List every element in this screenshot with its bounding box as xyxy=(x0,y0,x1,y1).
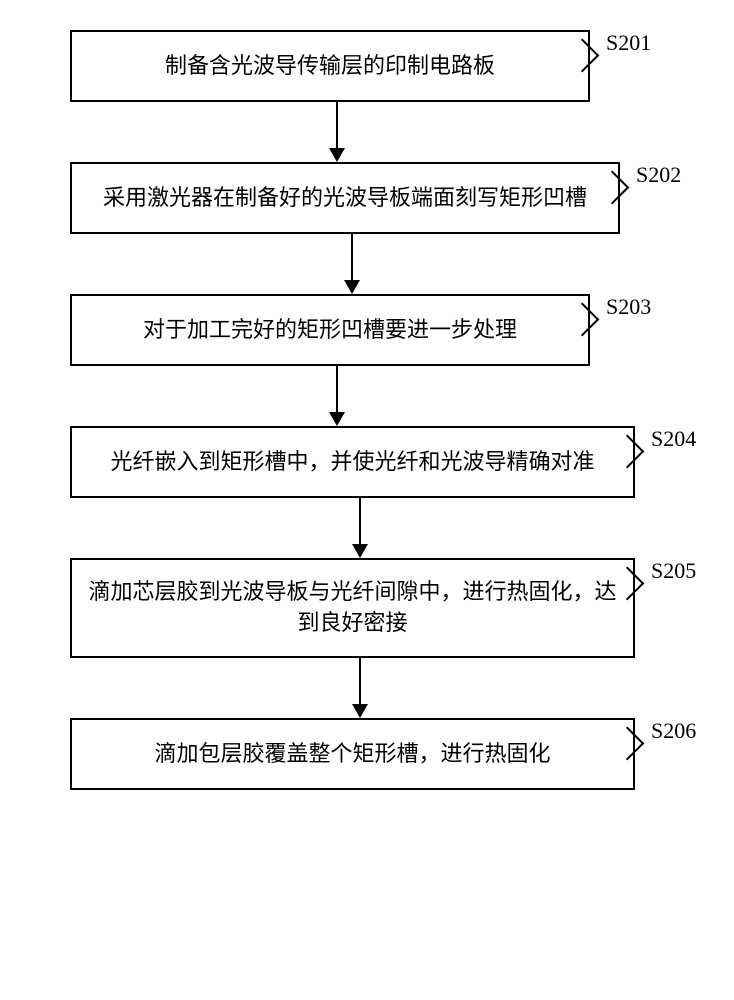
step-row-4: 光纤嵌入到矩形槽中，并使光纤和光波导精确对准 S204 xyxy=(70,426,704,498)
step-text-6: 滴加包层胶覆盖整个矩形槽，进行热固化 xyxy=(154,739,550,770)
step-box-1: 制备含光波导传输层的印制电路板 xyxy=(70,30,590,102)
step-row-5: 滴加芯层胶到光波导板与光纤间隙中，进行热固化，达到良好密接 S205 xyxy=(70,558,704,658)
arrow-line-3 xyxy=(336,366,338,412)
step-label-6: S206 xyxy=(651,718,696,744)
arrow-head-1 xyxy=(329,148,345,162)
label-container-5: S205 xyxy=(633,558,657,582)
arrow-head-5 xyxy=(352,704,368,718)
label-container-2: S202 xyxy=(618,162,642,186)
step-label-2: S202 xyxy=(636,162,681,188)
arrow-line-5 xyxy=(359,658,361,704)
step-label-4: S204 xyxy=(651,426,696,452)
arrow-line-4 xyxy=(359,498,361,544)
arrow-2 xyxy=(344,234,360,294)
step-box-4: 光纤嵌入到矩形槽中，并使光纤和光波导精确对准 xyxy=(70,426,635,498)
step-box-3: 对于加工完好的矩形凹槽要进一步处理 xyxy=(70,294,590,366)
arrow-1 xyxy=(329,102,345,162)
step-label-3: S203 xyxy=(606,294,651,320)
step-row-6: 滴加包层胶覆盖整个矩形槽，进行热固化 S206 xyxy=(70,718,704,790)
label-container-1: S201 xyxy=(588,30,612,54)
arrow-head-2 xyxy=(344,280,360,294)
step-label-5: S205 xyxy=(651,558,696,584)
arrow-5 xyxy=(352,658,368,718)
step-text-1: 制备含光波导传输层的印制电路板 xyxy=(165,51,495,82)
step-row-1: 制备含光波导传输层的印制电路板 S201 xyxy=(70,30,704,102)
step-box-6: 滴加包层胶覆盖整个矩形槽，进行热固化 xyxy=(70,718,635,790)
step-label-1: S201 xyxy=(606,30,651,56)
label-container-6: S206 xyxy=(633,718,657,742)
label-container-3: S203 xyxy=(588,294,612,318)
arrow-head-4 xyxy=(352,544,368,558)
step-box-2: 采用激光器在制备好的光波导板端面刻写矩形凹槽 xyxy=(70,162,620,234)
step-box-5: 滴加芯层胶到光波导板与光纤间隙中，进行热固化，达到良好密接 xyxy=(70,558,635,658)
arrow-4 xyxy=(352,498,368,558)
label-container-4: S204 xyxy=(633,426,657,450)
step-text-2: 采用激光器在制备好的光波导板端面刻写矩形凹槽 xyxy=(103,183,587,214)
arrow-line-1 xyxy=(336,102,338,148)
step-text-3: 对于加工完好的矩形凹槽要进一步处理 xyxy=(143,315,517,346)
step-text-4: 光纤嵌入到矩形槽中，并使光纤和光波导精确对准 xyxy=(110,447,594,478)
flowchart-container: 制备含光波导传输层的印制电路板 S201 采用激光器在制备好的光波导板端面刻写矩… xyxy=(70,30,704,790)
step-row-2: 采用激光器在制备好的光波导板端面刻写矩形凹槽 S202 xyxy=(70,162,704,234)
step-text-5: 滴加芯层胶到光波导板与光纤间隙中，进行热固化，达到良好密接 xyxy=(84,577,621,639)
arrow-head-3 xyxy=(329,412,345,426)
arrow-3 xyxy=(329,366,345,426)
arrow-line-2 xyxy=(351,234,353,280)
step-row-3: 对于加工完好的矩形凹槽要进一步处理 S203 xyxy=(70,294,704,366)
